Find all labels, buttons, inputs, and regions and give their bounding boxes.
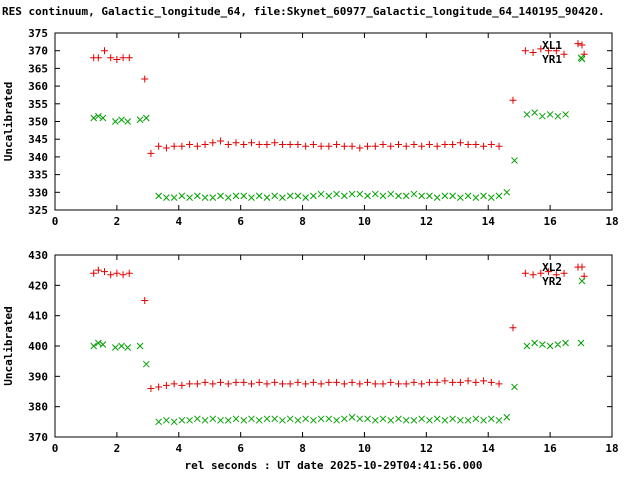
legend-label-XL1: XL1 [542,39,562,52]
legend-label-YR2: YR2 [542,275,562,288]
data-points-XL1 [90,40,588,157]
y-tick-label: 430 [28,249,48,262]
y-axis-label: Uncalibrated [2,306,15,385]
x-tick-label: 4 [175,215,182,228]
y-tick-label: 370 [28,431,48,444]
y-tick-label: 390 [28,370,48,383]
x-tick-label: 8 [299,215,306,228]
data-points-YR1 [90,54,585,201]
x-tick-label: 10 [358,442,371,455]
x-tick-label: 2 [114,442,121,455]
y-tick-label: 345 [28,133,48,146]
x-tick-label: 10 [358,215,371,228]
x-tick-label: 16 [543,442,557,455]
y-axis-label: Uncalibrated [2,82,15,161]
x-tick-label: 14 [482,215,496,228]
y-tick-label: 355 [28,98,48,111]
y-tick-label: 375 [28,27,48,40]
legend-label-XL2: XL2 [542,261,562,274]
plot-border [54,254,613,438]
y-tick-label: 325 [28,204,48,217]
y-tick-label: 335 [28,169,48,182]
data-points-XL2 [90,263,588,392]
x-tick-label: 8 [299,442,306,455]
y-tick-label: 420 [28,279,48,292]
x-tick-label: 18 [605,215,618,228]
y-tick-label: 340 [28,151,48,164]
x-axis-label: rel seconds : UT date 2025-10-29T04:41:5… [184,459,483,472]
y-tick-label: 410 [28,310,48,323]
legend-label-YR1: YR1 [542,53,562,66]
y-tick-label: 370 [28,45,48,58]
y-tick-label: 380 [28,401,48,414]
legend-marker-YR1 [578,55,586,63]
x-tick-label: 12 [420,215,433,228]
legend-marker-YR2 [578,277,586,285]
x-tick-label: 6 [237,442,244,455]
legend-marker-XL2 [578,263,586,271]
x-tick-label: 0 [52,442,59,455]
x-tick-label: 14 [482,442,496,455]
x-tick-label: 12 [420,442,433,455]
x-tick-label: 18 [605,442,618,455]
y-tick-label: 360 [28,80,48,93]
y-tick-label: 350 [28,116,48,129]
x-tick-label: 16 [543,215,557,228]
y-tick-label: 365 [28,62,48,75]
data-points-YR2 [90,339,585,426]
y-tick-label: 330 [28,186,48,199]
x-tick-label: 0 [52,215,59,228]
x-tick-label: 2 [114,215,121,228]
x-tick-label: 4 [175,442,182,455]
legend-marker-XL1 [578,41,586,49]
plot-title: RES continuum, Galactic_longitude_64, fi… [2,5,605,18]
y-tick-label: 400 [28,340,48,353]
x-tick-label: 6 [237,215,244,228]
